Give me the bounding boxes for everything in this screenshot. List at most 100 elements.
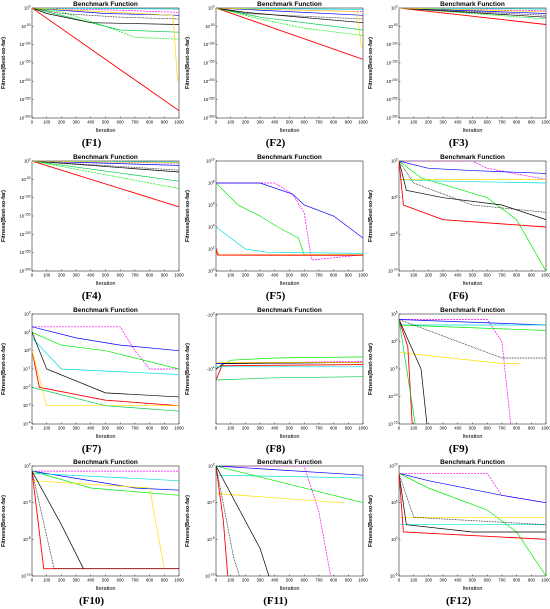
x-tick-label: 500 [469,578,477,583]
series-group [216,356,363,381]
series-line-2 [32,326,179,352]
x-tick-label: 200 [58,426,66,431]
y-tick-label: 1010 [389,463,398,469]
x-axis-label: Iteration [463,586,483,592]
y-tick-label: 10-150 [19,60,30,66]
chart-panel-f12: Benchmark Function Iteration Fitness(Best-… [367,458,550,609]
x-tick-label: 300 [440,578,448,583]
series-line-5 [399,319,546,359]
y-tick-label: 10-300 [203,115,214,121]
series-line-7 [399,473,546,526]
x-tick-label: 0 [31,273,34,278]
y-tick-label: 100 [391,338,398,344]
series-group [399,472,546,576]
x-tick-label: 200 [58,120,66,125]
chart-panel-f2: Benchmark Function Iteration Fitness(Best-… [184,0,368,151]
chart-panel-f6: Benchmark Function Iteration Fitness(Best-… [367,153,550,304]
series-line-3 [216,474,363,479]
x-tick-label: 900 [161,120,169,125]
series-line-8 [399,8,546,13]
x-tick-label: 800 [146,426,154,431]
x-tick-label: 400 [454,578,462,583]
series-line-5 [32,161,179,171]
x-tick-label: 500 [102,578,110,583]
x-tick-label: 400 [271,578,279,583]
x-tick-label: 800 [330,578,338,583]
y-tick-label: 100 [24,5,31,11]
x-tick-label: 300 [257,426,265,431]
y-tick-label: 10-10 [388,393,398,399]
x-tick-label: 700 [498,273,506,278]
chart-title: Benchmark Function [440,1,505,8]
x-tick-label: 900 [345,578,353,583]
panel-caption: (F5) [265,290,286,302]
series-group [399,319,546,424]
x-tick-label: 900 [161,273,169,278]
panel-caption: (F11) [263,595,288,607]
chart-title: Benchmark Function [440,154,505,161]
x-tick-label: 0 [215,273,218,278]
series-line-7 [399,319,413,424]
x-tick-label: 800 [330,120,338,125]
y-axis-label: Fitness(Best-so-far) [185,37,191,89]
series-line-3 [32,161,179,182]
chart-svg-f5: Benchmark Function Iteration Fitness(Best-… [185,154,368,287]
panel-caption: (F12) [445,595,472,607]
y-axis-label: Fitness(Best-so-far) [368,190,374,242]
chart-svg-f7: Benchmark Function Iteration Fitness(Best-… [1,307,184,440]
x-tick-label: 300 [440,273,448,278]
series-line-3 [399,161,546,271]
series-line-6 [32,350,179,407]
x-tick-label: 500 [469,426,477,431]
x-tick-label: 800 [513,120,521,125]
y-tick-label: 10-200 [203,78,214,84]
chart-svg-f6: Benchmark Function Iteration Fitness(Best-… [368,154,550,287]
plot-area [398,465,547,577]
series-line-7 [32,8,179,13]
x-tick-label: 800 [146,120,154,125]
x-tick-label: 500 [286,273,294,278]
x-tick-label: 900 [345,120,353,125]
series-line-4 [399,179,546,184]
panel-caption: (F2) [265,137,286,149]
x-tick-label: 1000 [358,578,368,583]
x-tick-label: 1000 [174,273,184,278]
series-group [216,8,363,60]
series-line-1 [216,466,332,576]
x-tick-label: 300 [73,578,81,583]
y-tick-label: 105 [391,158,398,164]
y-tick-label: 10-15 [388,421,398,427]
x-tick-label: 0 [31,578,34,583]
x-tick-label: 600 [301,426,309,431]
y-tick-label: 10-200 [386,78,397,84]
plot-area [215,313,364,425]
series-line-3 [32,332,179,370]
x-tick-label: 1000 [358,120,368,125]
x-tick-label: 100 [410,426,418,431]
series-line-5 [216,493,344,504]
x-tick-label: 100 [410,578,418,583]
x-tick-label: 1000 [358,273,368,278]
chart-panel-f10: Benchmark Function Iteration Fitness(Best-… [0,458,184,609]
x-tick-label: 600 [117,120,125,125]
y-tick-label: 10-50 [21,176,31,182]
x-tick-label: 600 [301,273,309,278]
x-tick-label: 100 [410,273,418,278]
y-tick-label: 100 [208,268,215,274]
y-axis-label: Fitness(Best-so-far) [1,190,7,242]
x-tick-label: 200 [425,578,433,583]
x-tick-label: 300 [257,273,265,278]
x-tick-label: 300 [257,578,265,583]
plot-area [398,313,547,425]
x-tick-label: 400 [87,120,95,125]
y-tick-label: -103 [207,312,215,318]
x-tick-label: 500 [102,120,110,125]
x-tick-label: 0 [215,120,218,125]
y-tick-label: 1010 [206,158,215,164]
series-line-8 [216,8,363,10]
panel-caption: (F8) [265,443,286,455]
series-line-4 [399,324,546,331]
chart-panel-f5: Benchmark Function Iteration Fitness(Best-… [184,153,368,304]
y-tick-label: 10-4 [23,421,31,427]
x-tick-label: 0 [398,426,401,431]
